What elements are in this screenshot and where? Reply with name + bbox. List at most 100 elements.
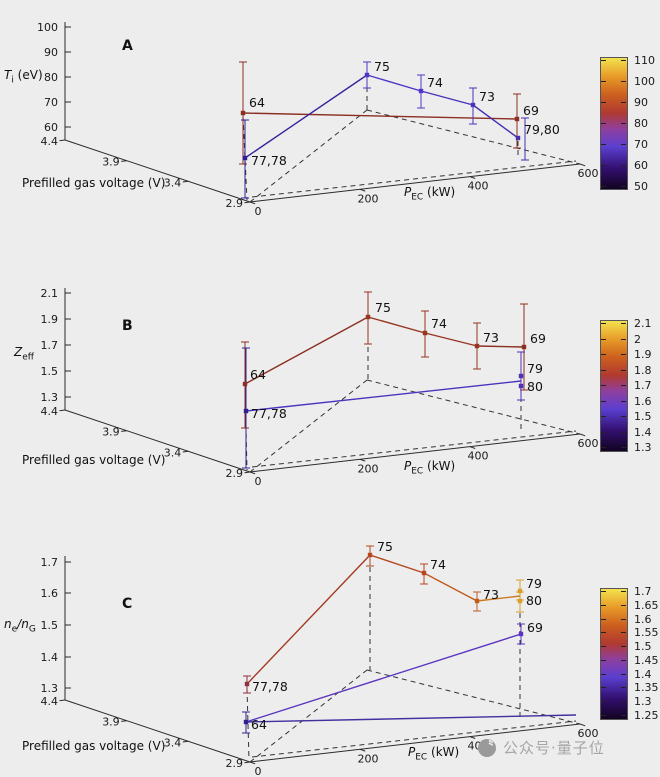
series-line-segment [366,74,422,92]
colorbar-tick-mark [601,81,606,82]
colorbar-tick-mark [621,354,626,355]
y-tick-mark [469,736,476,739]
colorbar-tick-label: 1.25 [634,709,659,722]
floor-projection-dash [366,109,581,165]
y-tick-label: 0 [255,765,262,777]
colorbar-tick-mark [601,701,606,703]
colorbar-tick-label: 1.6 [634,394,652,408]
colorbar-tick-mark [621,102,626,103]
watermark: 〝 公众号·量子位 [478,737,605,758]
colorbar-tick-mark [601,646,606,648]
data-point-marker-79 [517,588,523,594]
colorbar-tick-mark [621,416,626,417]
z-tick-label: 1.3 [41,682,59,695]
y-tick-mark [579,163,586,167]
y-tick-mark [249,761,256,765]
colorbar-tick-label: 100 [634,75,655,88]
colorbar-tick-label: 1.55 [634,626,659,640]
y-tick-mark [469,446,476,449]
x-tick-label: 3.4 [164,176,182,189]
data-point-label-64: 64 [249,95,265,110]
x-tick-label: 3.9 [102,716,120,729]
colorbar-tick-label: 60 [634,159,648,172]
data-point-marker-77-78 [243,408,249,414]
colorbar-tick-mark [621,618,626,620]
colorbar-tick-mark [621,369,626,371]
axis-line [64,409,251,473]
colorbar-tick-mark [601,715,606,716]
y-tick-mark [359,458,366,462]
floor-projection-dash [251,720,577,758]
y-tick-mark [579,433,586,437]
y-tick-label: 0 [255,475,262,488]
data-point-label-75: 75 [374,59,390,74]
colorbar-tick-mark [601,323,606,324]
x-tick-mark [121,430,127,432]
y-tick-label: 200 [358,752,379,765]
data-point-marker-77-78 [244,681,250,687]
data-point-label-79-80: 79,80 [524,122,560,137]
y-tick-label: 200 [358,462,379,475]
series-line-segment [244,74,368,159]
z-tick-label: 1.5 [41,365,59,378]
data-point-label-79: 79 [527,361,543,376]
colorbar-tick-label: 1.9 [634,348,652,361]
z-tick-label: 70 [44,96,58,109]
data-point-marker-77-78 [242,155,248,161]
colorbar-tick-mark [601,60,606,61]
z-tick-label: 1.9 [41,313,59,326]
colorbar-tick-mark [621,673,626,675]
floor-projection-dash [366,379,581,435]
data-point-marker-79-80 [515,135,521,141]
x-tick-label: 3.9 [102,156,120,169]
colorbar-tick-label: 1.35 [634,681,659,695]
data-point-label-74: 74 [427,75,443,90]
y-tick-mark [579,723,586,727]
colorbar-tick-mark [601,186,606,187]
data-point-label-69: 69 [530,331,546,346]
data-point-label-73: 73 [483,587,499,602]
y-tick-label: 600 [578,167,599,180]
data-point-marker-74 [422,330,428,336]
series-line-segment [476,345,525,348]
axis-line [249,723,581,763]
data-point-marker-73 [474,598,480,604]
colorbar-tick-label: 110 [634,54,655,67]
data-point-marker-69 [521,344,527,350]
data-point-marker-74 [421,570,427,576]
x-tick-label: 2.9 [226,197,244,210]
data-point-label-74: 74 [430,557,446,572]
data-point-label-75: 75 [375,300,391,315]
x-tick-mark [182,450,189,453]
floor-projection-dash [249,669,368,763]
colorbar-tick-mark [601,673,606,675]
colorbar-tick-mark [621,123,626,124]
series-line-segment [244,316,369,385]
x-axis-label-C: Prefilled gas voltage (V) [22,739,166,753]
x-tick-mark [59,409,66,412]
z-axis-label-A: Ti (eV) [4,68,43,86]
data-point-label-64: 64 [251,717,267,732]
panel-letter-B: B [122,318,133,334]
colorbar-tick-label: 1.6 [634,612,652,626]
series-line-segment [245,380,522,412]
data-point-label-75: 75 [377,539,393,554]
colorbar-tick-label: 80 [634,117,648,130]
data-point-marker-75 [367,552,373,558]
data-point-label-69: 69 [523,103,539,118]
data-point-label-73: 73 [483,330,499,345]
series-line-segment [424,332,478,347]
data-point-label-74: 74 [431,316,447,331]
floor-projection-dash [251,430,577,468]
colorbar-tick-label: 1.65 [634,598,659,612]
z-tick-label: 1.5 [41,619,59,632]
data-point-label-69: 69 [527,620,543,635]
colorbar-tick-mark [621,186,626,187]
series-line-segment [369,554,425,574]
z-tick-label: 80 [44,71,58,84]
data-point-marker-73 [474,343,480,349]
colorbar-tick-mark [621,338,626,340]
data-point-marker-75 [365,314,371,320]
colorbar-B [600,320,628,452]
colorbar-tick-mark [601,687,606,689]
